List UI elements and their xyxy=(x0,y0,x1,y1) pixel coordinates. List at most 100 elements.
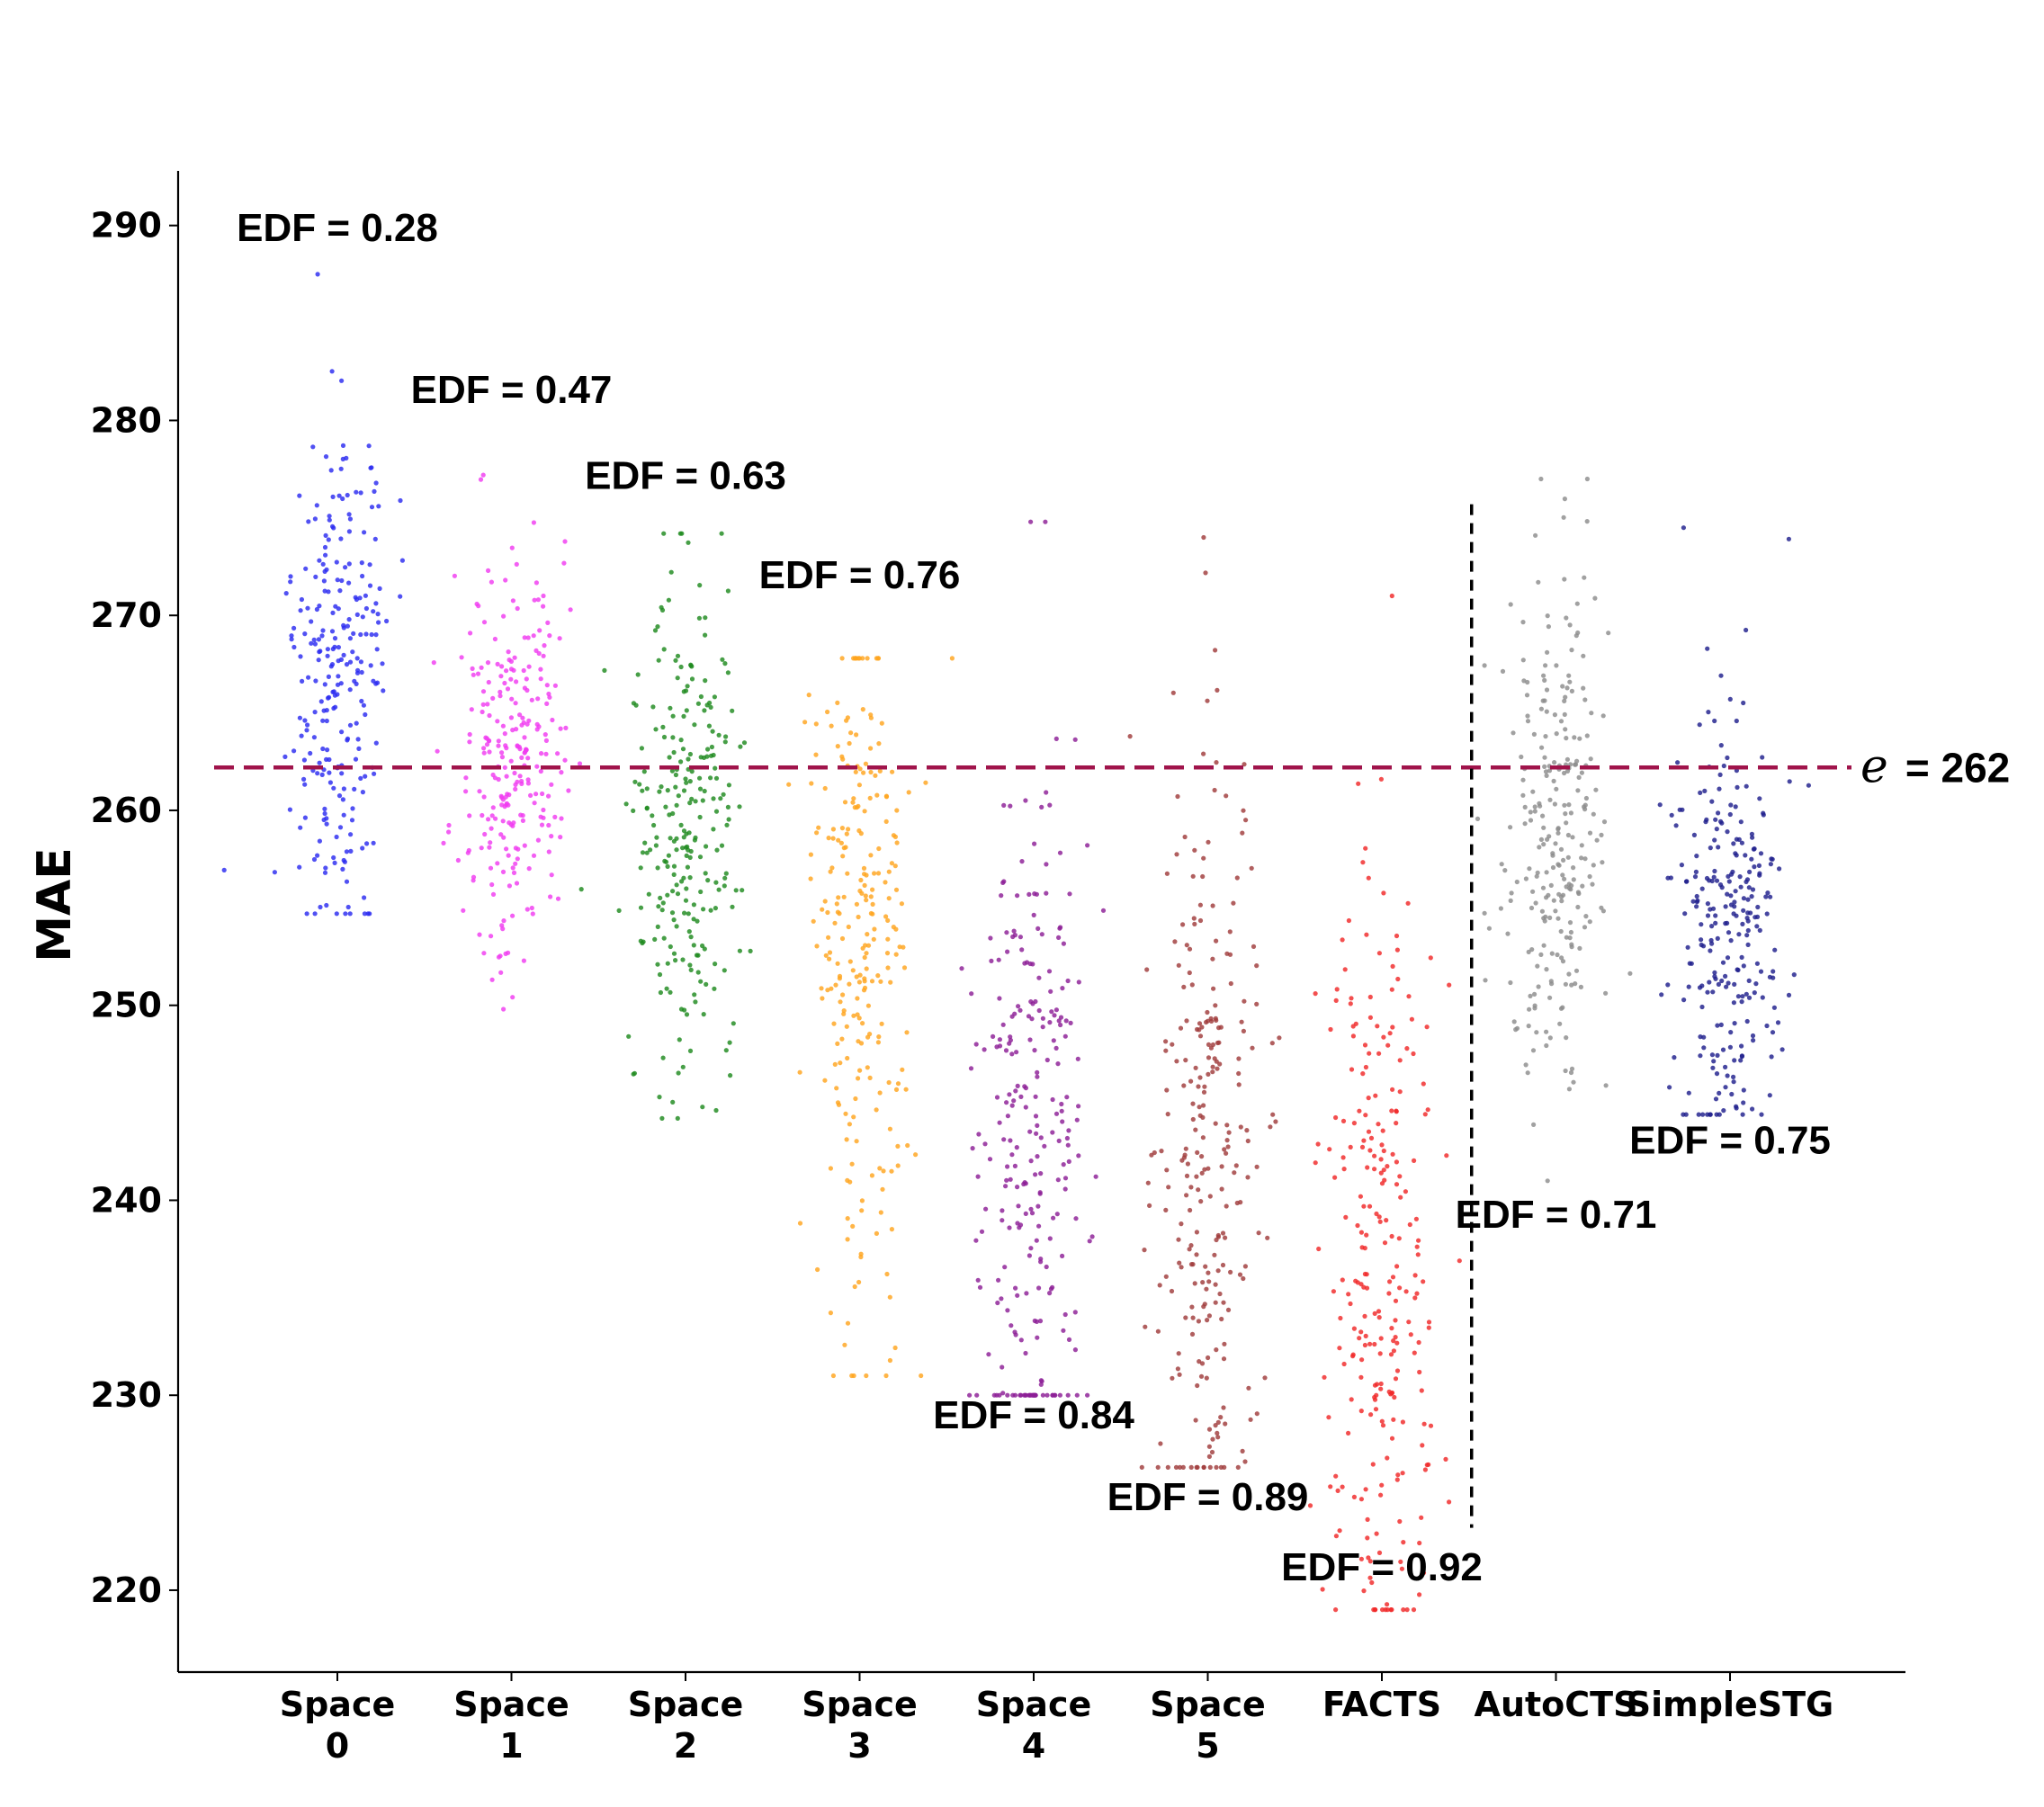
data-point xyxy=(1560,872,1565,878)
data-point xyxy=(847,959,853,964)
data-point xyxy=(656,657,661,663)
data-point xyxy=(830,836,836,841)
data-point xyxy=(1729,1091,1735,1097)
data-point xyxy=(695,970,701,975)
data-point xyxy=(373,480,379,486)
data-point xyxy=(371,840,376,845)
data-point xyxy=(1152,1150,1157,1156)
data-point xyxy=(661,531,667,536)
data-point xyxy=(1226,1130,1232,1135)
data-point xyxy=(533,580,540,586)
data-point xyxy=(1582,575,1587,580)
data-point xyxy=(1541,943,1546,948)
data-point xyxy=(1202,1084,1207,1089)
data-point xyxy=(563,725,569,731)
data-point xyxy=(1735,967,1741,973)
data-point xyxy=(1428,1423,1434,1428)
data-point xyxy=(1062,1311,1068,1318)
data-point xyxy=(316,637,321,642)
data-point xyxy=(656,904,661,909)
data-point xyxy=(903,1087,909,1092)
data-point xyxy=(504,801,510,807)
data-point xyxy=(1563,694,1568,700)
data-point xyxy=(1537,803,1543,809)
data-point xyxy=(529,905,534,911)
data-point xyxy=(1741,963,1746,969)
data-point xyxy=(345,738,350,743)
data-point xyxy=(552,814,558,820)
data-point xyxy=(1681,997,1687,1003)
data-point xyxy=(1546,624,1551,630)
data-point xyxy=(524,747,529,753)
data-point xyxy=(1221,1300,1226,1305)
data-point xyxy=(740,888,745,893)
data-point xyxy=(346,529,352,534)
data-point xyxy=(1712,718,1717,724)
data-point xyxy=(317,604,322,609)
data-point xyxy=(318,904,323,910)
data-point xyxy=(1050,1284,1055,1290)
data-point xyxy=(838,999,843,1005)
data-point xyxy=(840,756,846,762)
data-point xyxy=(721,792,726,797)
data-point xyxy=(1038,1382,1044,1387)
data-point xyxy=(1158,1441,1163,1446)
data-point xyxy=(1693,869,1699,875)
data-point xyxy=(1004,930,1009,935)
data-point xyxy=(520,813,525,819)
data-point xyxy=(272,870,277,875)
data-point xyxy=(716,732,722,738)
data-point xyxy=(1777,866,1782,872)
data-point xyxy=(886,869,892,874)
data-point xyxy=(1601,819,1608,825)
data-point xyxy=(895,1143,901,1149)
data-point xyxy=(864,966,869,971)
data-point xyxy=(1085,843,1090,848)
data-point xyxy=(1746,978,1752,983)
data-point xyxy=(514,561,519,568)
data-point xyxy=(341,786,346,792)
data-point xyxy=(851,796,856,801)
data-point xyxy=(1400,1419,1405,1425)
data-point xyxy=(1733,889,1738,894)
data-point xyxy=(510,913,515,918)
data-point xyxy=(1582,804,1587,810)
data-point xyxy=(481,750,487,756)
data-point xyxy=(695,918,700,924)
data-point xyxy=(1181,984,1187,989)
edf-annotation: EDF = 0.92 xyxy=(1281,1545,1483,1589)
data-point xyxy=(1000,1391,1006,1396)
data-point xyxy=(1579,770,1584,775)
data-point xyxy=(538,666,543,672)
data-point xyxy=(486,817,491,822)
data-point xyxy=(1031,912,1036,918)
data-point xyxy=(1754,961,1760,966)
data-point xyxy=(298,608,303,613)
data-point xyxy=(826,935,831,940)
data-point xyxy=(510,995,515,1000)
data-point xyxy=(332,636,338,641)
data-point xyxy=(856,1076,861,1081)
data-point xyxy=(1761,810,1766,816)
data-point xyxy=(660,900,666,906)
data-point xyxy=(487,749,492,755)
data-point xyxy=(1397,1518,1403,1525)
data-point xyxy=(867,795,873,801)
data-point xyxy=(1361,1138,1367,1143)
data-point xyxy=(1531,1122,1537,1127)
data-point xyxy=(297,864,302,870)
data-point xyxy=(678,664,684,670)
data-point xyxy=(291,748,297,754)
data-point xyxy=(1036,975,1042,980)
data-point xyxy=(685,864,691,870)
data-point xyxy=(1727,1044,1733,1050)
data-point xyxy=(1697,722,1702,728)
data-point xyxy=(726,783,732,788)
data-point xyxy=(1185,1161,1190,1167)
data-point xyxy=(708,775,713,781)
data-point xyxy=(701,907,706,912)
data-point xyxy=(480,812,485,819)
data-point xyxy=(1044,862,1049,867)
data-point xyxy=(970,1146,975,1151)
data-point xyxy=(684,1012,690,1017)
